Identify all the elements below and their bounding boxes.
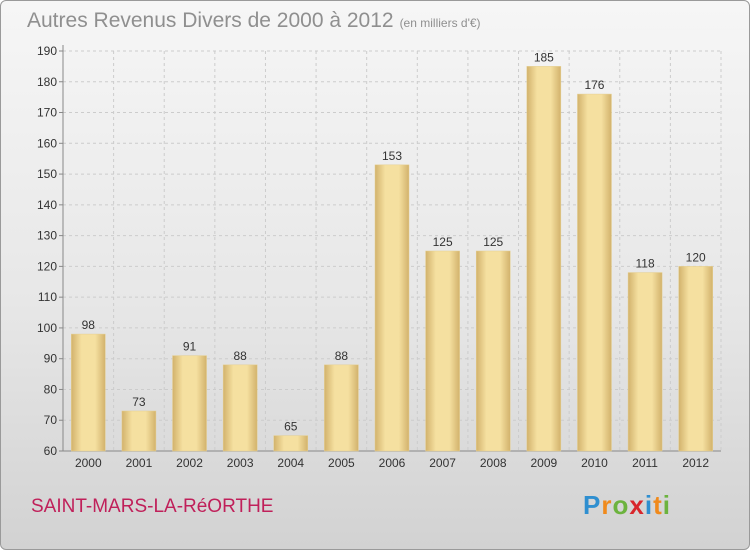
logo-letter: t [653,490,663,520]
y-tick-label: 100 [37,321,57,335]
commune-name: SAINT-MARS-LA-RéORTHE [31,496,274,517]
y-tick-label: 190 [37,44,57,58]
bar [71,333,106,452]
x-tick-label: 2010 [581,456,608,470]
data-label: 185 [534,50,554,64]
bar [627,272,663,452]
data-label: 98 [82,318,96,332]
data-label: 153 [382,149,402,163]
bar [222,364,258,452]
x-tick-label: 2003 [227,456,254,470]
x-tick-label: 2004 [277,456,304,470]
x-tick-label: 2005 [328,456,355,470]
y-tick-label: 70 [44,413,58,427]
x-tick-label: 2008 [480,456,507,470]
bar [526,66,562,452]
y-tick-label: 180 [37,75,57,89]
data-label: 125 [483,235,503,249]
y-tick-label: 140 [37,198,57,212]
bar [475,250,511,452]
bar [577,93,612,452]
logo-letter: i [644,490,654,520]
logo-letter: x [629,490,645,520]
y-tick-label: 150 [37,167,57,181]
data-labels: 98 73 91 88 65 88 153 125 125 185 176 118 120 [82,50,706,433]
y-tick-label: 90 [44,352,58,366]
logo-letter: P [583,490,602,520]
logo-letter: i [662,490,671,520]
chart-subtitle: (en milliers d'€) [399,16,481,30]
x-tick-label: 2011 [632,456,658,470]
data-label: 118 [636,257,655,271]
data-label: 65 [284,420,298,434]
bar [425,250,460,452]
y-tick-label: 120 [37,259,57,273]
data-label: 176 [584,78,604,92]
bar [374,164,410,452]
data-label: 91 [183,340,197,354]
y-tick-label: 80 [44,382,58,396]
x-tick-label: 2000 [75,456,102,470]
x-tick-label: 2012 [682,456,709,470]
data-label: 125 [433,235,453,249]
logo-letter: r [601,490,613,520]
bars [71,66,713,452]
bar [273,435,309,452]
logo-letter: o [612,490,630,520]
x-tick-label: 2006 [379,456,406,470]
x-tick-label: 2007 [429,456,456,470]
bar [678,266,713,452]
data-label: 88 [335,349,349,363]
y-tick-label: 170 [37,106,57,120]
bar [324,364,359,452]
y-tick-label: 60 [44,444,58,458]
x-tick-label: 2001 [126,456,153,470]
chart-title-main: Autres Revenus Divers de 2000 à 2012 [27,9,394,32]
y-tick-label: 110 [38,290,57,304]
x-tick-label: 2002 [176,456,203,470]
chart-title: Autres Revenus Divers de 2000 à 2012 (en … [27,9,481,33]
bar [121,410,157,452]
proxiti-logo: Proxiti [583,490,671,521]
data-label: 73 [132,395,146,409]
bar [172,355,207,452]
data-label: 120 [686,250,706,264]
data-label: 88 [233,349,247,363]
y-tick-label: 160 [37,136,57,150]
x-tick-label: 2009 [530,456,557,470]
y-tick-label: 130 [37,229,57,243]
